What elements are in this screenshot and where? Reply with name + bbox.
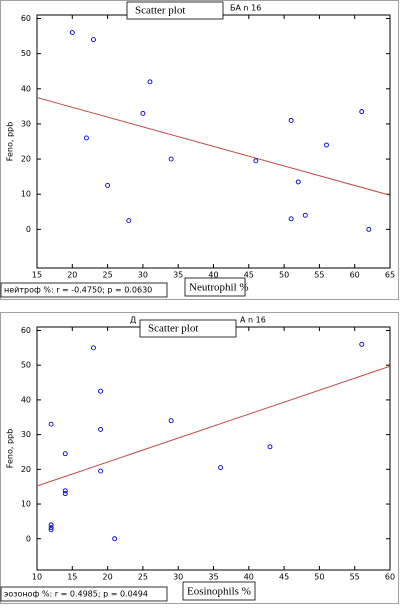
x-tick-label: 45: [279, 573, 289, 582]
point: [62, 491, 68, 497]
chart-panel: 0 10 20 30 40 50 60 15 20 25 30 35 40 45 50 55 60 65 Feno,…: [0, 0, 399, 300]
overlay-title: Scatter plot: [135, 5, 185, 17]
y-tick-label: 40: [21, 84, 31, 93]
x-tick-label: 55: [314, 271, 324, 280]
x-tick-label: 35: [208, 573, 218, 582]
point: [288, 216, 294, 222]
y-tick-label: 60: [21, 14, 31, 23]
y-axis-label: Feno, ppb: [6, 429, 15, 468]
y-tick-label: 20: [21, 465, 31, 474]
point: [366, 226, 372, 232]
y-tick-label: 10: [21, 500, 31, 509]
point: [48, 525, 54, 531]
x-tick-label: 30: [173, 573, 183, 582]
y-tick-label: 20: [21, 155, 31, 164]
point: [324, 142, 329, 148]
x-tick-label: 50: [314, 573, 324, 582]
x-tick-label: 25: [103, 271, 113, 280]
y-tick-label: 0: [26, 534, 31, 543]
point: [218, 465, 224, 471]
x-tick-label: 25: [138, 573, 148, 582]
point: [48, 421, 54, 427]
point: [147, 79, 153, 85]
y-tick-label: 60: [21, 326, 31, 335]
point: [62, 451, 68, 457]
x-tick-label: 40: [244, 573, 254, 582]
stats-text: нейтроф %: r = -0.4750; p = 0.0630: [4, 286, 152, 295]
x-axis-label: Neutrophil %: [189, 282, 249, 294]
y-tick-label: 30: [21, 430, 31, 439]
point: [83, 135, 89, 141]
point: [126, 218, 132, 224]
x-label-box: [182, 581, 256, 601]
fit-line: [36, 97, 391, 196]
x-tick-label: 15: [32, 271, 42, 280]
x-tick-label: 20: [67, 271, 77, 280]
point: [168, 156, 174, 162]
fit-line: [36, 365, 391, 487]
y-tick-label: 50: [21, 49, 31, 58]
point: [69, 30, 75, 36]
point: [168, 418, 174, 424]
point: [98, 468, 103, 474]
point: [98, 426, 103, 432]
stats-box: [0, 282, 168, 298]
y-tick-label: 0: [26, 225, 31, 234]
chart-panel: 0 10 20 30 40 50 60 10 15 20 25 30 35 40 45 50 55 60 Feno,…: [0, 312, 399, 604]
x-axis-label: Eosinophils %: [187, 586, 251, 598]
point: [359, 109, 365, 115]
stats-text: эозоноф %: r = 0.4985; p = 0.0494: [4, 590, 148, 599]
point: [112, 536, 118, 542]
stats-box: [0, 586, 168, 602]
x-tick-label: 10: [32, 573, 42, 582]
x-tick-label: 30: [138, 271, 148, 280]
chart-title: А n 16: [240, 316, 266, 325]
x-tick-label: 50: [279, 271, 289, 280]
point: [62, 488, 68, 494]
x-tick-label: 15: [67, 573, 77, 582]
point: [253, 158, 259, 164]
point: [267, 444, 273, 450]
x-tick-label: 35: [173, 271, 183, 280]
x-label-box: [184, 277, 246, 297]
y-tick-label: 30: [21, 119, 31, 128]
overlay-title: Scatter plot: [148, 323, 198, 335]
x-tick-label: 60: [385, 573, 395, 582]
x-tick-label: 65: [385, 271, 395, 280]
overlay-box: [126, 1, 224, 20]
x-tick-label: 55: [350, 573, 360, 582]
overlay-box: [139, 319, 237, 338]
x-tick-label: 45: [244, 271, 254, 280]
y-tick-label: 40: [21, 395, 31, 404]
panel-frame: [0, 312, 399, 604]
x-tick-label: 60: [350, 271, 360, 280]
y-tick-label: 10: [21, 190, 31, 199]
point: [302, 212, 308, 218]
point: [91, 345, 96, 351]
y-tick-label: 50: [21, 361, 31, 370]
panel-frame: [0, 0, 399, 300]
chart-title-left: Д: [130, 316, 136, 325]
point: [288, 117, 294, 123]
x-tick-label: 20: [103, 573, 113, 582]
point: [98, 388, 103, 394]
y-axis-label: Feno, ppb: [6, 122, 15, 161]
chart-title: БА n 16: [230, 4, 261, 13]
point: [48, 522, 54, 528]
x-tick-label: 40: [208, 271, 218, 280]
point: [48, 527, 54, 533]
point: [140, 110, 146, 116]
point: [105, 182, 111, 188]
point: [295, 179, 301, 185]
point: [359, 341, 365, 347]
point: [91, 37, 96, 43]
